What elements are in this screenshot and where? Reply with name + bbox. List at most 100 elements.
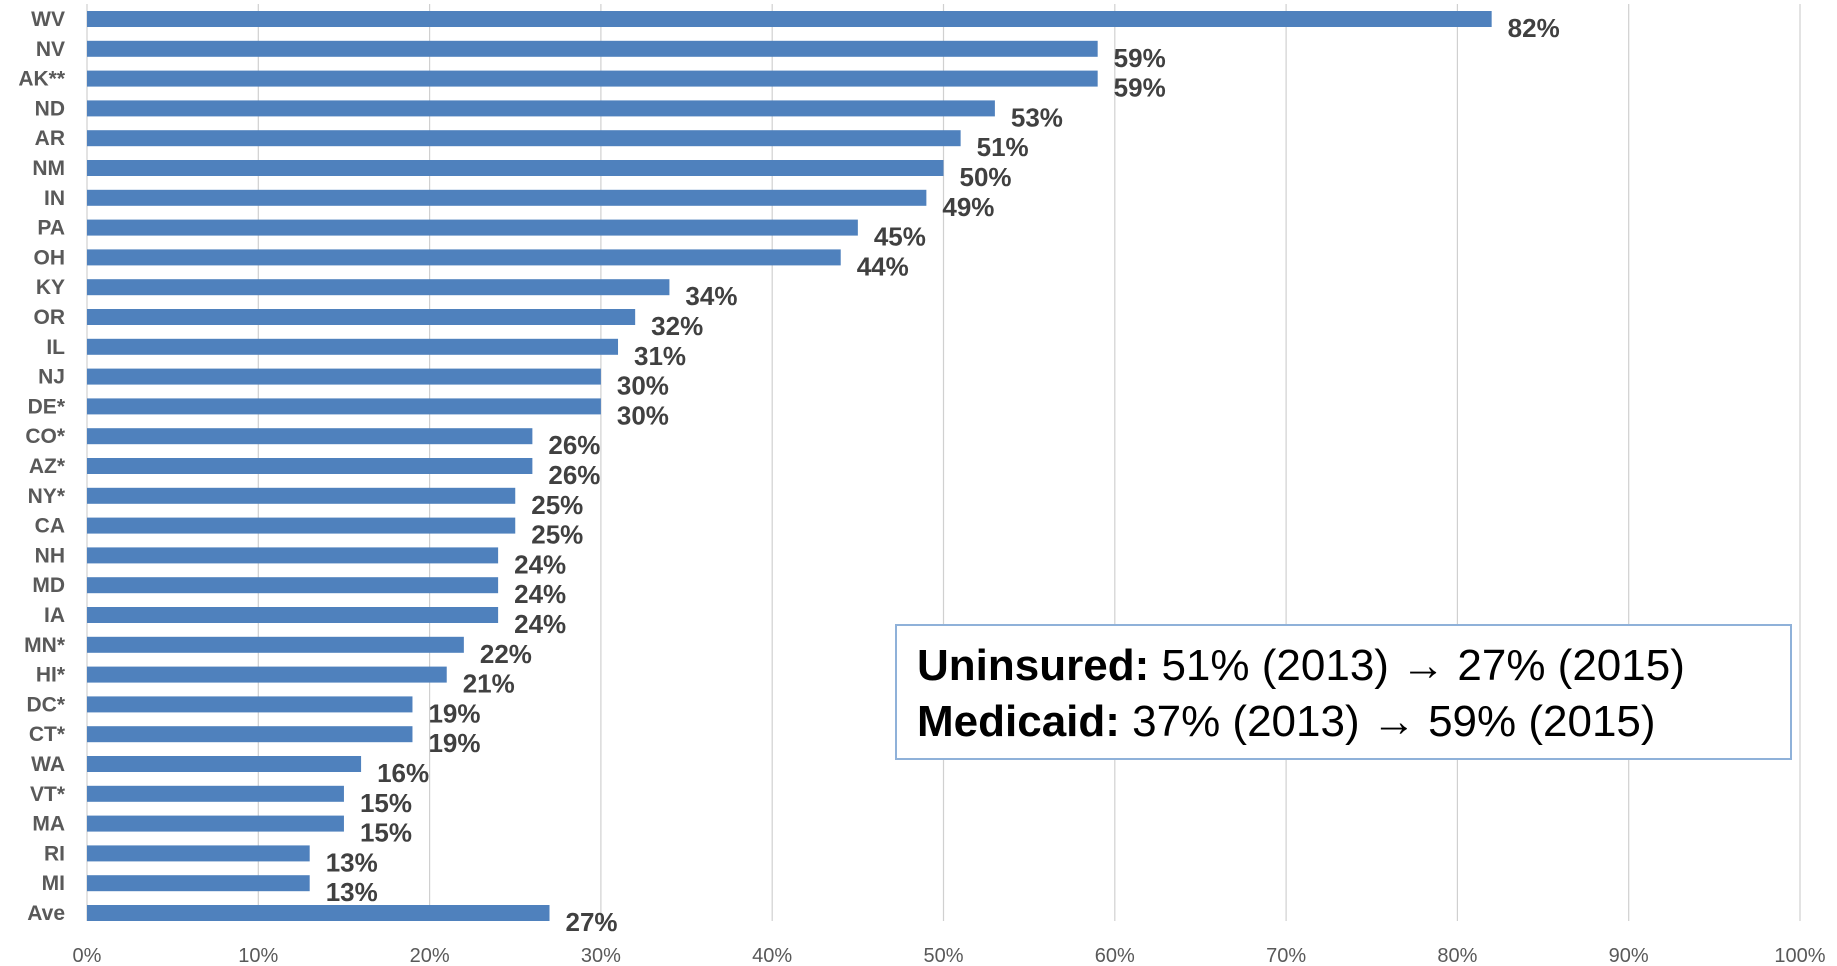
x-tick-label: 70% bbox=[1266, 945, 1306, 966]
bar bbox=[87, 875, 310, 892]
category-label: CO* bbox=[25, 425, 66, 448]
category-label: DC* bbox=[26, 693, 65, 716]
bar bbox=[87, 845, 310, 862]
bar bbox=[87, 130, 961, 147]
bar bbox=[87, 279, 670, 296]
bar bbox=[87, 160, 944, 176]
data-label: 25% bbox=[531, 490, 583, 520]
category-label: IL bbox=[46, 336, 65, 359]
data-label: 50% bbox=[960, 162, 1012, 192]
category-label: DE* bbox=[28, 395, 66, 418]
bar bbox=[87, 309, 636, 325]
bar bbox=[87, 905, 550, 921]
medicaid-text: 37% (2013) → 59% (2015) bbox=[1119, 697, 1656, 746]
x-tick-label: 50% bbox=[923, 945, 963, 966]
bar bbox=[87, 249, 841, 266]
data-label: 13% bbox=[326, 847, 378, 877]
x-tick-label: 60% bbox=[1095, 945, 1135, 966]
data-label: 31% bbox=[634, 341, 686, 371]
data-label: 19% bbox=[428, 728, 480, 758]
data-label: 21% bbox=[463, 669, 515, 699]
category-labels: WV NV AK** ND AR NM IN PA OH KY OR IL NJ DE* CO* AZ* NY*… bbox=[18, 8, 66, 925]
category-label: NH bbox=[35, 544, 65, 567]
uninsured-text: 51% (2013) → 27% (2015) bbox=[1149, 641, 1685, 690]
category-label: MD bbox=[32, 574, 65, 597]
data-label: 15% bbox=[360, 788, 412, 818]
bar bbox=[87, 696, 413, 713]
category-label: MI bbox=[42, 872, 65, 895]
category-label: NY* bbox=[28, 485, 66, 508]
category-label: MA bbox=[32, 813, 65, 836]
bar bbox=[87, 547, 499, 564]
category-label: CT* bbox=[29, 723, 66, 746]
category-label: AZ* bbox=[29, 455, 66, 478]
data-label: 24% bbox=[514, 549, 566, 579]
data-label: 24% bbox=[514, 609, 566, 639]
data-label: 26% bbox=[548, 430, 600, 460]
data-label: 51% bbox=[977, 132, 1029, 162]
uninsured-label: Uninsured: bbox=[917, 641, 1150, 690]
category-label: OR bbox=[34, 306, 66, 329]
x-tick-label: 20% bbox=[410, 945, 450, 966]
medicaid-label: Medicaid: bbox=[917, 697, 1120, 746]
bar bbox=[87, 458, 533, 474]
category-label: HI* bbox=[36, 664, 66, 687]
category-label: ND bbox=[35, 97, 65, 120]
bar bbox=[87, 100, 995, 117]
data-label: 44% bbox=[857, 251, 909, 281]
category-label: NV bbox=[36, 38, 65, 61]
bar bbox=[87, 487, 516, 504]
bar bbox=[87, 815, 344, 832]
data-label: 59% bbox=[1114, 73, 1166, 103]
category-label: AK** bbox=[18, 68, 66, 91]
x-tick-label: 0% bbox=[73, 945, 102, 966]
x-tick-label: 30% bbox=[581, 945, 621, 966]
data-label: 30% bbox=[617, 371, 669, 401]
category-label: WA bbox=[31, 753, 65, 776]
summary-box: Uninsured: 51% (2013) → 27% (2015) Medic… bbox=[895, 624, 1792, 760]
data-label: 25% bbox=[531, 520, 583, 550]
category-label: NM bbox=[32, 157, 65, 180]
bar bbox=[87, 368, 601, 385]
bar bbox=[87, 636, 464, 653]
bar bbox=[87, 666, 447, 683]
data-label: 24% bbox=[514, 579, 566, 609]
data-label: 26% bbox=[548, 460, 600, 490]
category-label: NJ bbox=[38, 366, 65, 389]
x-axis-tick-labels: 0% 10% 20% 30% 40% 50% 60% 70% 80% 90% 100% bbox=[73, 945, 1826, 966]
data-label: 27% bbox=[566, 907, 618, 937]
data-label: 53% bbox=[1011, 102, 1063, 132]
category-label: Ave bbox=[27, 902, 65, 925]
category-label: AR bbox=[35, 127, 65, 150]
x-tick-label: 100% bbox=[1774, 945, 1825, 966]
data-label: 49% bbox=[942, 192, 994, 222]
bars bbox=[87, 11, 1492, 921]
x-tick-label: 90% bbox=[1609, 945, 1649, 966]
bar bbox=[87, 607, 499, 623]
x-tick-label: 40% bbox=[752, 945, 792, 966]
bar bbox=[87, 70, 1098, 87]
bar bbox=[87, 398, 601, 415]
data-label: 34% bbox=[685, 281, 737, 311]
x-tick-label: 80% bbox=[1437, 945, 1477, 966]
bar bbox=[87, 726, 413, 743]
bar bbox=[87, 517, 516, 534]
category-label: PA bbox=[37, 217, 65, 240]
data-label: 32% bbox=[651, 311, 703, 341]
category-label: MN* bbox=[24, 634, 66, 657]
data-labels: 82%59%59%53%51%50%49%45%44%34%32%31%30%3… bbox=[326, 13, 1560, 937]
category-label: IA bbox=[44, 604, 65, 627]
bar bbox=[87, 338, 619, 355]
bar bbox=[87, 40, 1098, 57]
gridlines bbox=[86, 4, 1801, 921]
data-label: 22% bbox=[480, 639, 532, 669]
category-label: RI bbox=[44, 842, 65, 865]
data-label: 16% bbox=[377, 758, 429, 788]
category-label: IN bbox=[44, 187, 65, 210]
category-label: WV bbox=[31, 8, 65, 31]
x-tick-label: 10% bbox=[238, 945, 278, 966]
data-label: 19% bbox=[428, 698, 480, 728]
bar bbox=[87, 785, 344, 802]
bar bbox=[87, 577, 499, 594]
